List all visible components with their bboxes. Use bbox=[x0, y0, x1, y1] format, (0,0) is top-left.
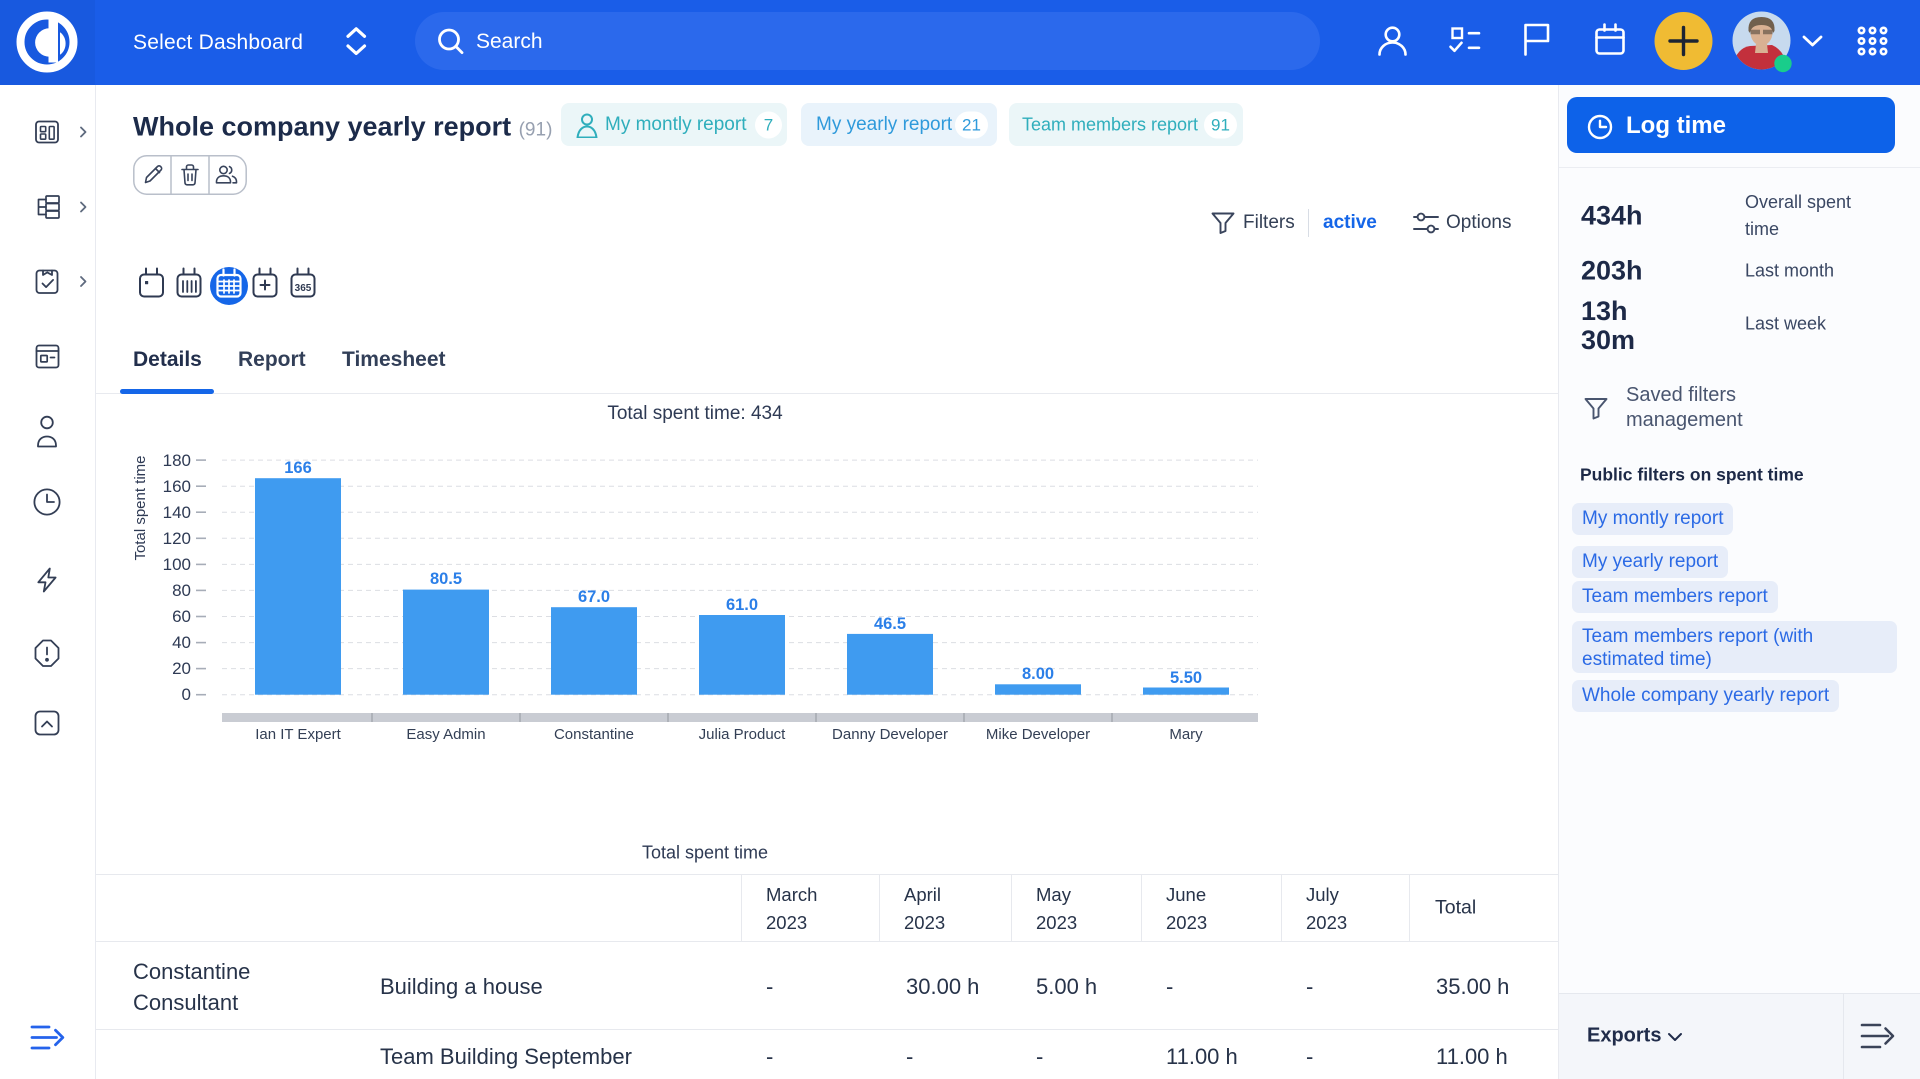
svg-text:Total spent time: 434: Total spent time: 434 bbox=[607, 403, 783, 424]
svg-text:100: 100 bbox=[163, 555, 191, 574]
svg-text:80.5: 80.5 bbox=[430, 570, 462, 588]
svg-text:Mike Developer: Mike Developer bbox=[986, 726, 1090, 743]
svg-text:Julia Product: Julia Product bbox=[699, 726, 787, 743]
svg-text:40: 40 bbox=[172, 633, 191, 652]
svg-text:20: 20 bbox=[172, 659, 191, 678]
svg-text:Ian IT Expert: Ian IT Expert bbox=[255, 726, 341, 743]
svg-text:180: 180 bbox=[163, 451, 191, 470]
svg-text:Easy Admin: Easy Admin bbox=[406, 726, 485, 743]
svg-text:Total spent time: Total spent time bbox=[132, 455, 149, 560]
svg-text:Mary: Mary bbox=[1169, 726, 1203, 743]
svg-text:5.50: 5.50 bbox=[1170, 669, 1202, 687]
svg-text:80: 80 bbox=[172, 581, 191, 600]
svg-text:0: 0 bbox=[182, 685, 191, 704]
svg-text:46.5: 46.5 bbox=[874, 615, 906, 633]
svg-text:140: 140 bbox=[163, 503, 191, 522]
svg-text:Danny Developer: Danny Developer bbox=[832, 726, 948, 743]
svg-text:60: 60 bbox=[172, 607, 191, 626]
svg-text:160: 160 bbox=[163, 477, 191, 496]
svg-text:67.0: 67.0 bbox=[578, 588, 610, 606]
svg-text:166: 166 bbox=[284, 459, 312, 477]
svg-text:120: 120 bbox=[163, 529, 191, 548]
svg-text:365: 365 bbox=[295, 283, 312, 294]
svg-text:Constantine: Constantine bbox=[554, 726, 634, 743]
svg-text:8.00: 8.00 bbox=[1022, 665, 1054, 683]
svg-text:61.0: 61.0 bbox=[726, 596, 758, 614]
